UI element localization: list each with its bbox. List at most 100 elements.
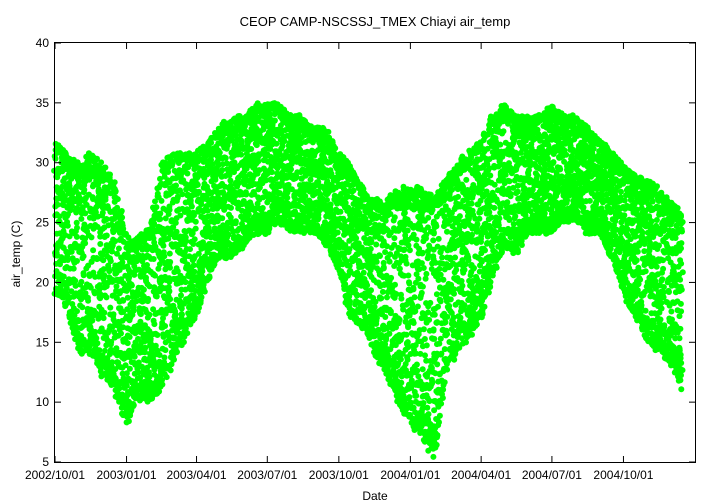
data-point bbox=[151, 321, 158, 328]
data-point bbox=[404, 227, 411, 234]
data-point bbox=[145, 295, 152, 302]
data-point bbox=[162, 323, 169, 329]
data-point bbox=[171, 356, 177, 363]
data-point bbox=[87, 284, 94, 291]
data-point bbox=[232, 218, 239, 225]
data-point bbox=[183, 238, 190, 245]
data-point bbox=[119, 370, 126, 377]
data-point bbox=[422, 275, 429, 282]
data-point bbox=[150, 256, 157, 262]
data-point bbox=[228, 204, 234, 211]
plot-area bbox=[51, 100, 686, 460]
data-point bbox=[368, 287, 374, 294]
data-point bbox=[172, 311, 179, 318]
data-point bbox=[204, 207, 211, 214]
data-point bbox=[103, 294, 110, 301]
data-point bbox=[193, 181, 200, 188]
data-point bbox=[124, 340, 131, 347]
data-point bbox=[382, 249, 389, 256]
data-point bbox=[126, 274, 133, 281]
data-point bbox=[58, 236, 65, 243]
data-point bbox=[188, 203, 195, 210]
data-point bbox=[114, 196, 121, 203]
data-point bbox=[80, 272, 87, 279]
data-point bbox=[378, 295, 385, 302]
data-point bbox=[411, 294, 418, 301]
data-point bbox=[120, 324, 127, 331]
data-point bbox=[52, 155, 59, 162]
data-point bbox=[419, 366, 426, 373]
data-point bbox=[191, 268, 198, 275]
data-point bbox=[405, 272, 412, 279]
data-point bbox=[126, 269, 133, 276]
data-point bbox=[107, 304, 114, 311]
data-point bbox=[423, 342, 430, 349]
data-point bbox=[100, 315, 107, 322]
data-point bbox=[415, 373, 422, 380]
data-point bbox=[93, 255, 100, 261]
data-point bbox=[74, 258, 80, 264]
data-point bbox=[124, 294, 131, 301]
data-point bbox=[74, 308, 80, 315]
data-point bbox=[81, 182, 88, 189]
data-point bbox=[367, 245, 374, 252]
data-point bbox=[59, 183, 66, 190]
data-point bbox=[406, 279, 412, 286]
data-point bbox=[98, 159, 105, 166]
data-point bbox=[82, 210, 89, 217]
data-point bbox=[388, 274, 395, 281]
data-point bbox=[120, 225, 127, 232]
data-point bbox=[137, 311, 144, 318]
data-point bbox=[126, 317, 133, 324]
data-point bbox=[135, 369, 142, 376]
data-point bbox=[123, 370, 130, 377]
data-point bbox=[81, 186, 88, 193]
data-point bbox=[89, 317, 96, 324]
data-point bbox=[158, 197, 165, 204]
data-point bbox=[95, 315, 102, 322]
data-point bbox=[76, 179, 82, 186]
data-point bbox=[419, 283, 426, 290]
data-point bbox=[384, 294, 390, 301]
data-point bbox=[396, 265, 403, 272]
data-point bbox=[268, 169, 275, 176]
data-point bbox=[84, 294, 91, 301]
data-point bbox=[110, 228, 117, 235]
data-point bbox=[102, 347, 108, 354]
data-point bbox=[198, 294, 205, 301]
data-point bbox=[337, 208, 344, 215]
data-point bbox=[113, 345, 120, 352]
data-point bbox=[166, 250, 173, 257]
data-point bbox=[119, 220, 126, 227]
data-point bbox=[184, 330, 191, 337]
data-point bbox=[167, 259, 174, 265]
data-point bbox=[271, 117, 278, 124]
data-point bbox=[54, 201, 61, 208]
data-point bbox=[107, 208, 114, 215]
data-point bbox=[398, 295, 405, 302]
data-point bbox=[414, 303, 421, 310]
data-point bbox=[128, 407, 135, 414]
data-point bbox=[162, 347, 169, 354]
data-point bbox=[150, 235, 157, 242]
data-point bbox=[187, 246, 193, 253]
data-point bbox=[386, 258, 393, 265]
data-point bbox=[72, 277, 79, 284]
data-point bbox=[315, 215, 322, 222]
data-point bbox=[94, 155, 100, 162]
data-point bbox=[130, 302, 137, 309]
data-point bbox=[403, 260, 410, 267]
data-point bbox=[332, 145, 339, 152]
data-point bbox=[288, 166, 294, 173]
data-point bbox=[120, 297, 127, 304]
data-point bbox=[178, 311, 185, 318]
data-point bbox=[119, 214, 126, 221]
data-point bbox=[403, 367, 409, 374]
data-point bbox=[64, 222, 71, 229]
data-point bbox=[406, 394, 413, 401]
data-point bbox=[259, 205, 266, 211]
data-point bbox=[334, 229, 341, 236]
data-point bbox=[78, 215, 85, 222]
data-point bbox=[397, 356, 404, 363]
data-point bbox=[96, 285, 103, 292]
